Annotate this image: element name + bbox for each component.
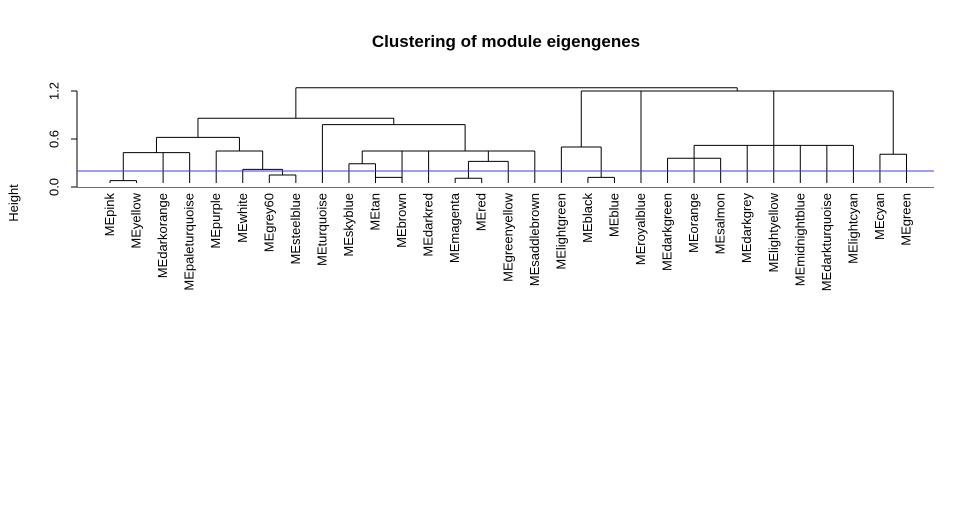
- leaf-label-lightyellow: MElightyellow: [766, 192, 781, 272]
- leaf-label-darkturquoise: MEdarkturquoise: [819, 193, 834, 291]
- leaf-label-tan: MEtan: [368, 193, 383, 231]
- leaf-label-royalblue: MEroyalblue: [633, 193, 648, 265]
- leaf-labels: MEpink MEyellow MEdarkorange MEpaleturquois…: [102, 192, 914, 291]
- leaf-label-magenta: MEmagenta: [447, 192, 462, 263]
- y-axis-label: Height: [6, 184, 21, 222]
- dendrogram-tree: [109, 87, 907, 183]
- leaf-label-greenyellow: MEgreenyellow: [500, 192, 515, 281]
- leaf-label-lightgreen: MElightgreen: [553, 193, 568, 270]
- leaf-label-cyan: MEcyan: [872, 193, 887, 240]
- chart-title: Clustering of module eigengenes: [372, 32, 640, 51]
- y-tick-label: 0.6: [47, 130, 62, 148]
- leaf-label-darkred: MEdarkred: [421, 193, 436, 257]
- leaf-label-paleturquoise: MEpaleturquoise: [182, 193, 197, 291]
- leaf-label-black: MEblack: [580, 193, 595, 243]
- leaf-label-darkgrey: MEdarkgrey: [739, 193, 754, 264]
- leaf-label-steelblue: MEsteelblue: [288, 193, 303, 265]
- leaf-label-red: MEred: [474, 193, 489, 231]
- cut-height-lines: [77, 170, 934, 188]
- leaf-label-lightcyan: MElightcyan: [845, 193, 860, 264]
- leaf-label-darkorange: MEdarkorange: [155, 193, 170, 278]
- leaf-label-white: MEwhite: [235, 193, 250, 243]
- y-axis: 0.0 0.6 1.2: [47, 82, 78, 196]
- y-tick-label: 0.0: [47, 178, 62, 196]
- leaf-label-saddlebrown: MEsaddlebrown: [527, 193, 542, 286]
- leaf-label-grey60: MEgrey60: [261, 193, 276, 252]
- y-tick-label: 1.2: [47, 82, 62, 100]
- leaf-label-pink: MEpink: [102, 193, 117, 237]
- leaf-label-midnightblue: MEmidnightblue: [792, 193, 807, 286]
- leaf-label-purple: MEpurple: [208, 193, 223, 249]
- leaf-label-orange: MEorange: [686, 193, 701, 253]
- leaf-label-turquoise: MEturquoise: [314, 193, 329, 266]
- leaf-label-darkgreen: MEdarkgreen: [660, 193, 675, 271]
- leaf-label-blue: MEblue: [606, 193, 621, 237]
- leaf-label-yellow: MEyellow: [129, 192, 144, 248]
- leaf-label-green: MEgreen: [899, 193, 914, 246]
- leaf-label-skyblue: MEskyblue: [341, 193, 356, 257]
- leaf-label-brown: MEbrown: [394, 193, 409, 248]
- leaf-label-salmon: MEsalmon: [713, 193, 728, 254]
